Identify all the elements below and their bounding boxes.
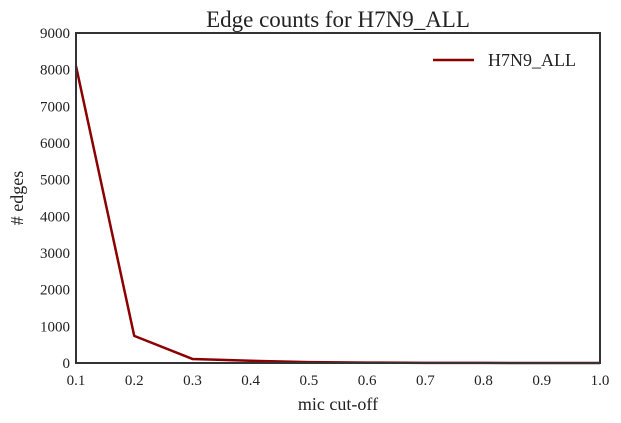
- x-tick-label: 0.1: [67, 373, 86, 389]
- x-tick-label: 0.8: [474, 373, 493, 389]
- y-tick-label: 4000: [40, 209, 70, 225]
- x-tick-label: 0.4: [241, 373, 260, 389]
- y-axis-label: # edges: [7, 171, 27, 225]
- x-axis-ticks: 0.1 0.2 0.3 0.4 0.5 0.6 0.7 0.8 0.9 1.0: [67, 373, 610, 389]
- x-tick-label: 0.9: [532, 373, 551, 389]
- y-tick-label: 8000: [40, 63, 70, 79]
- series-lines: [74, 65, 601, 365]
- y-tick-label: 3000: [40, 246, 70, 262]
- y-axis-ticks: 0 1000 2000 3000 4000 5000 6000 7000 8000 9000: [40, 26, 70, 372]
- y-tick-label: 0: [63, 356, 71, 372]
- chart-title: Edge counts for H7N9_ALL: [206, 7, 470, 32]
- y-tick-label: 9000: [40, 26, 70, 42]
- y-tick-label: 1000: [40, 319, 70, 335]
- x-tick-label: 0.2: [125, 373, 144, 389]
- legend-label: H7N9_ALL: [488, 50, 576, 70]
- x-axis-label: mic cut-off: [298, 394, 378, 414]
- x-tick-label: 0.3: [183, 373, 202, 389]
- x-tick-label: 0.6: [358, 373, 377, 389]
- x-tick-label: 1.0: [591, 373, 610, 389]
- y-tick-label: 5000: [40, 173, 70, 189]
- y-tick-label: 6000: [40, 136, 70, 152]
- series-line: [74, 65, 601, 365]
- y-tick-label: 2000: [40, 283, 70, 299]
- legend: H7N9_ALL: [433, 50, 576, 70]
- x-tick-label: 0.5: [300, 373, 319, 389]
- y-tick-label: 7000: [40, 99, 70, 115]
- x-tick-label: 0.7: [416, 373, 435, 389]
- plot-frame: [75, 32, 601, 364]
